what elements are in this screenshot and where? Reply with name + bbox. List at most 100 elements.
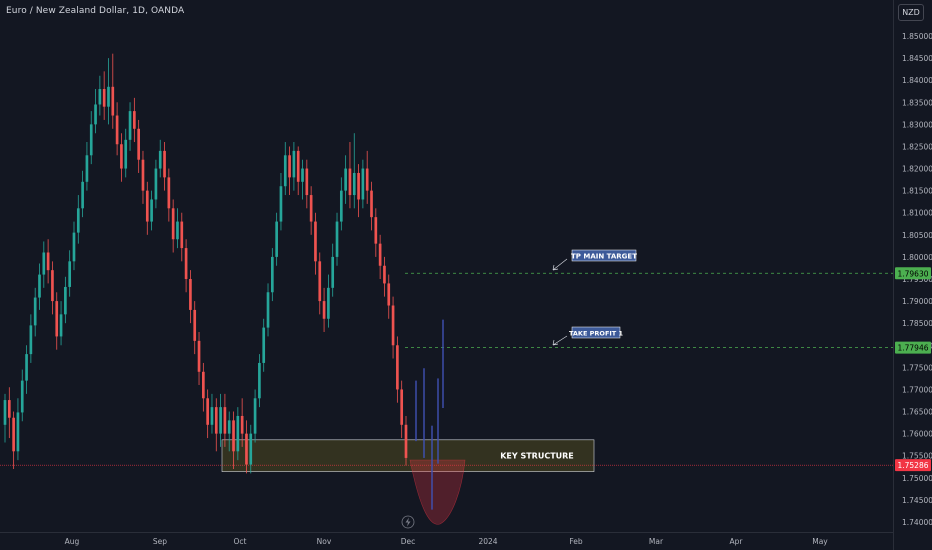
candle-body — [253, 398, 257, 434]
tp-main-target-arrow — [552, 258, 568, 271]
candle-body — [305, 168, 309, 196]
y-tick-label: 1.76500 — [902, 408, 932, 417]
candle-body — [176, 221, 179, 240]
y-tick-label: 1.77500 — [902, 363, 932, 372]
candle-body — [236, 415, 240, 452]
x-tick-label: Nov — [317, 537, 332, 546]
y-tick-label: 1.78500 — [902, 319, 932, 328]
candle-body — [42, 252, 46, 275]
key-structure-label: KEY STRUCTURE — [500, 452, 574, 461]
candle-body — [94, 104, 97, 125]
candle-body — [29, 325, 33, 355]
candle-body — [76, 208, 80, 233]
candle-body — [7, 400, 11, 418]
candle-body — [206, 398, 209, 425]
candle-body — [133, 111, 136, 129]
candle-body — [68, 261, 72, 287]
candle-body — [72, 232, 76, 262]
candle-body — [150, 199, 153, 222]
take-profit-1-box — [571, 326, 621, 339]
candle-body — [197, 340, 201, 372]
x-tick-label: May — [812, 537, 828, 546]
candle-body — [3, 400, 7, 425]
candle-body — [404, 424, 408, 458]
lightning-glyph — [405, 517, 411, 527]
candle-body — [163, 150, 166, 178]
price-label-text: 1.79630 — [897, 269, 928, 278]
y-tick-label: 1.84000 — [902, 76, 932, 85]
y-tick-label: 1.80500 — [902, 231, 932, 240]
candle-body — [12, 417, 15, 452]
candle-body — [111, 86, 115, 116]
y-tick-label: 1.84500 — [902, 54, 932, 63]
candle-body — [167, 177, 171, 209]
candle-body — [378, 243, 382, 266]
candle-body — [301, 168, 304, 182]
candle-body — [64, 286, 67, 315]
key-structure-zone — [221, 439, 595, 472]
candle-body — [270, 256, 274, 293]
y-tick-label: 1.75500 — [902, 452, 932, 461]
y-tick-label: 1.75000 — [902, 474, 932, 483]
candle-body — [275, 221, 278, 257]
lightning-icon[interactable] — [401, 515, 415, 529]
candle-body — [249, 433, 253, 465]
x-tick-label: Feb — [569, 537, 583, 546]
candle-body — [292, 150, 296, 178]
price-label-text: 1.77946 — [897, 344, 928, 353]
candle-body — [33, 297, 37, 326]
candle-body — [55, 301, 59, 337]
candle-body — [296, 150, 300, 182]
price-label-badge — [895, 459, 931, 472]
candle-body — [219, 407, 222, 434]
y-tick-label: 1.85000 — [902, 32, 932, 41]
candle-body — [288, 155, 291, 178]
currency-button[interactable]: NZD — [898, 4, 924, 21]
candle-body — [120, 144, 123, 169]
candle-body — [245, 433, 248, 465]
candle-body — [279, 186, 283, 222]
candle-body — [102, 89, 106, 107]
candle-body — [387, 283, 391, 306]
candle-body — [339, 190, 343, 222]
y-tick-label: 1.81500 — [902, 187, 932, 196]
x-tick-label: Aug — [65, 537, 80, 546]
candle-body — [193, 309, 197, 341]
y-tick-label: 1.83500 — [902, 98, 932, 107]
candle-body — [180, 221, 184, 249]
take-profit-1-label: TAKE PROFIT 1 — [569, 330, 624, 338]
candle-body — [361, 168, 365, 200]
candle-body — [396, 345, 399, 390]
candle-body — [20, 380, 24, 413]
candle-body — [331, 256, 335, 288]
candle-body — [335, 221, 339, 257]
y-tick-label: 1.82500 — [902, 142, 932, 151]
candle-body — [348, 168, 352, 196]
x-tick-label: 2024 — [478, 537, 497, 546]
candle-body — [145, 190, 149, 222]
candle-body — [266, 292, 270, 328]
candle-body — [128, 111, 132, 140]
candle-body — [184, 248, 188, 279]
candle-body — [59, 314, 63, 337]
candle-body — [16, 412, 20, 452]
candle-body — [344, 168, 347, 191]
candle-body — [98, 89, 102, 105]
projection-curve — [409, 459, 466, 525]
candle-body — [374, 217, 378, 244]
candle-body — [158, 150, 162, 169]
y-tick-label: 1.77000 — [902, 385, 932, 394]
candle-body — [365, 168, 369, 191]
candle-body — [124, 139, 128, 169]
candle-body — [154, 168, 158, 200]
candle-body — [232, 420, 235, 452]
candle-body — [46, 252, 50, 271]
x-tick-label: Mar — [649, 537, 664, 546]
price-label-text: 1.75286 — [897, 461, 928, 470]
candle-body — [115, 115, 119, 145]
x-tick-label: Oct — [234, 537, 247, 546]
y-tick-label: 1.74500 — [902, 496, 932, 505]
y-tick-label: 1.74000 — [902, 518, 932, 527]
